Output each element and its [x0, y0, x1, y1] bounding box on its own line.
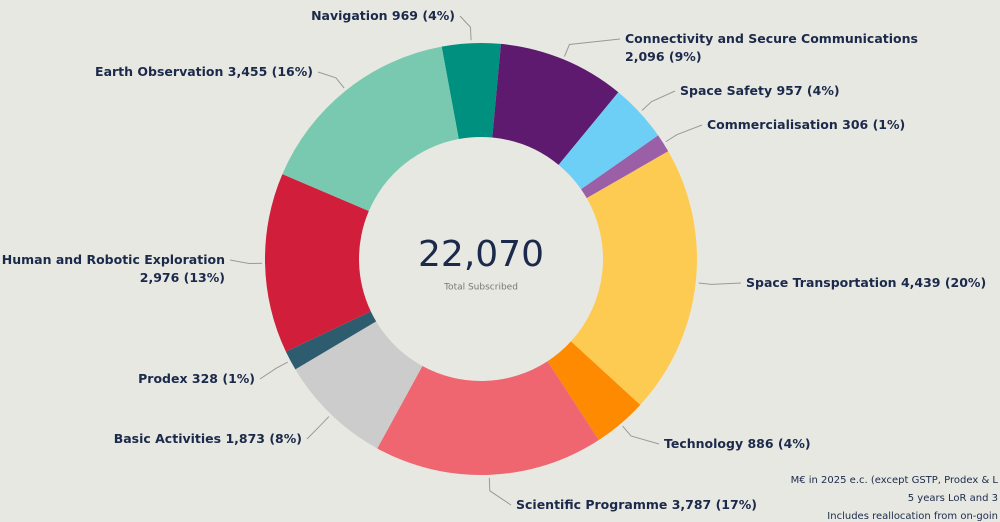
leader-line	[665, 124, 703, 143]
slice-value: 2,096 (9%)	[625, 49, 702, 64]
slice-label: Human and Robotic Exploration 2,976 (13%)	[2, 252, 225, 285]
leader-line	[317, 71, 345, 89]
leader-line	[563, 38, 621, 57]
leader-line	[229, 259, 263, 265]
donut-segment	[558, 92, 659, 190]
leader-line	[259, 361, 288, 380]
slice-label: Connectivity and Secure Communications 2,…	[625, 31, 918, 64]
slice-value: 4,439 (20%)	[901, 275, 986, 290]
donut-segment	[547, 341, 641, 441]
slice-category: Connectivity and Secure Communications	[625, 31, 918, 46]
leader-line	[641, 90, 676, 111]
slice-value: 328 (1%)	[192, 371, 255, 386]
note: 5 years LoR and 3	[908, 493, 998, 504]
leader-line	[306, 416, 330, 440]
slice-category: Navigation	[311, 8, 392, 23]
center-caption: Total Subscribed	[443, 283, 518, 293]
leader-line	[488, 477, 512, 506]
note: Includes reallocation from on-goin	[827, 511, 998, 522]
donut-segment	[282, 46, 459, 212]
slice-category: Human and Robotic Exploration	[2, 252, 225, 267]
slice-label: Basic Activities 1,873 (8%)	[114, 431, 302, 446]
slice-label: Space Transportation 4,439 (20%)	[746, 275, 986, 290]
donut-segment	[441, 43, 501, 140]
slice-category: Technology	[664, 436, 747, 451]
donut-segment	[285, 311, 377, 370]
slice-value: 2,976 (13%)	[140, 270, 225, 285]
slice-value: 3,787 (17%)	[672, 497, 757, 512]
note: M€ in 2025 e.c. (except GSTP, Prodex & L	[791, 475, 999, 486]
slice-category: Earth Observation	[95, 64, 228, 79]
slice-value: 969 (4%)	[392, 8, 455, 23]
donut-segment	[492, 43, 619, 165]
slice-category: Scientific Programme	[516, 497, 672, 512]
slice-value: 306 (1%)	[842, 117, 905, 132]
slice-value: 957 (4%)	[776, 83, 839, 98]
slice-category: Prodex	[138, 371, 192, 386]
slice-label: Scientific Programme 3,787 (17%)	[516, 497, 757, 512]
leader-line	[459, 15, 472, 41]
slice-category: Space Safety	[680, 83, 776, 98]
donut-segment	[570, 151, 697, 405]
leader-line	[622, 425, 660, 445]
slice-label: Earth Observation 3,455 (16%)	[95, 64, 313, 79]
slice-category: Commercialisation	[707, 117, 842, 132]
slice-label: Technology 886 (4%)	[664, 436, 811, 451]
slice-label: Navigation 969 (4%)	[311, 8, 455, 23]
slice-value: 1,873 (8%)	[225, 431, 302, 446]
slice-label: Commercialisation 306 (1%)	[707, 117, 905, 132]
slice-value: 886 (4%)	[747, 436, 810, 451]
donut-segment	[377, 361, 599, 476]
center-total: 22,070	[418, 234, 544, 275]
leader-line	[698, 282, 742, 285]
slice-value: 3,455 (16%)	[228, 64, 313, 79]
donut-segment	[265, 174, 371, 352]
donut-segment	[295, 321, 423, 449]
slice-label: Prodex 328 (1%)	[138, 371, 255, 386]
slice-category: Space Transportation	[746, 275, 901, 290]
slice-category: Basic Activities	[114, 431, 226, 446]
donut-segment	[581, 135, 669, 199]
slice-label: Space Safety 957 (4%)	[680, 83, 840, 98]
